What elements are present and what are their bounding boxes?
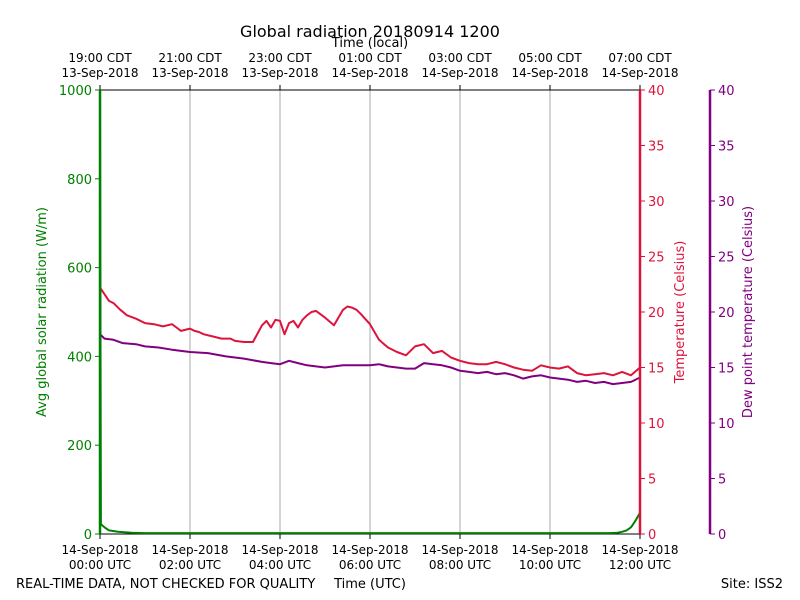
bottom-tick-time-0: 00:00 UTC — [69, 558, 131, 572]
temperature-tick-label-7: 35 — [648, 140, 665, 155]
temperature-tick-label-8: 40 — [648, 84, 665, 99]
temperature-axis-ticks: 0 5 10 15 20 25 30 35 40 — [640, 84, 665, 543]
radiation-tick-label-2: 400 — [67, 350, 92, 365]
top-tick-date-0: 13-Sep-2018 — [61, 66, 138, 80]
dewpoint-tick-label-7: 35 — [718, 140, 735, 155]
gridlines — [189, 90, 551, 534]
temperature-series-line — [99, 287, 641, 377]
bottom-tick-time-1: 02:00 UTC — [159, 558, 221, 572]
temperature-tick-label-2: 10 — [648, 417, 665, 432]
site-label: Site: ISS2 — [721, 577, 783, 592]
temperature-tick-label-6: 30 — [648, 195, 665, 210]
radiation-tick-label-5: 1000 — [59, 84, 92, 99]
dewpoint-tick-label-2: 10 — [718, 417, 735, 432]
bottom-tick-date-4: 14-Sep-2018 — [421, 543, 498, 557]
chart-title: Global radiation 20180914 1200 — [240, 22, 500, 41]
top-tick-date-5: 14-Sep-2018 — [511, 66, 588, 80]
dewpoint-tick-label-4: 20 — [718, 306, 735, 321]
dewpoint-tick-label-6: 30 — [718, 195, 735, 210]
top-tick-date-4: 14-Sep-2018 — [421, 66, 498, 80]
top-tick-date-1: 13-Sep-2018 — [151, 66, 228, 80]
radiation-tick-label-1: 200 — [67, 439, 92, 454]
bottom-tick-time-5: 10:00 UTC — [519, 558, 581, 572]
dewpoint-axis-label: Dew point temperature (Celsius) — [741, 206, 756, 418]
top-tick-date-6: 14-Sep-2018 — [601, 66, 678, 80]
radiation-axis-label: Avg global solar radiation (W/m) — [35, 207, 50, 417]
bottom-tick-date-2: 14-Sep-2018 — [241, 543, 318, 557]
radiation-tick-label-3: 600 — [67, 262, 92, 277]
x-axis-label: Time (UTC) — [333, 577, 406, 592]
dewpoint-tick-label-8: 40 — [718, 84, 735, 99]
bottom-tick-time-4: 08:00 UTC — [429, 558, 491, 572]
dewpoint-tick-label-1: 5 — [718, 473, 726, 488]
bottom-tick-time-3: 06:00 UTC — [339, 558, 401, 572]
top-tick-date-2: 13-Sep-2018 — [241, 66, 318, 80]
dewpoint-tick-label-3: 15 — [718, 362, 735, 377]
bottom-tick-date-6: 14-Sep-2018 — [601, 543, 678, 557]
temperature-tick-label-1: 5 — [648, 473, 656, 488]
top-tick-time-1: 21:00 CDT — [158, 51, 222, 65]
radiation-axis-ticks: 0 200 400 600 800 1000 — [59, 84, 100, 543]
bottom-tick-date-5: 14-Sep-2018 — [511, 543, 588, 557]
dewpoint-axis-ticks: 0 5 10 15 20 25 30 35 40 — [710, 84, 735, 543]
quality-disclaimer: REAL-TIME DATA, NOT CHECKED FOR QUALITY — [16, 577, 315, 592]
temperature-axis-label: Temperature (Celsius) — [673, 241, 688, 385]
dewpoint-tick-label-5: 25 — [718, 251, 735, 266]
top-axis-title: Time (local) — [331, 36, 408, 51]
radiation-series-line — [99, 89, 641, 535]
top-tick-time-4: 03:00 CDT — [428, 51, 492, 65]
series-layer — [99, 89, 641, 535]
bottom-tick-time-2: 04:00 UTC — [249, 558, 311, 572]
dewpoint-tick-label-0: 0 — [718, 528, 726, 543]
top-tick-time-6: 07:00 CDT — [608, 51, 672, 65]
bottom-tick-date-1: 14-Sep-2018 — [151, 543, 228, 557]
top-tick-time-2: 23:00 CDT — [248, 51, 312, 65]
bottom-tick-date-0: 14-Sep-2018 — [61, 543, 138, 557]
temperature-tick-label-4: 20 — [648, 306, 665, 321]
top-tick-time-0: 19:00 CDT — [68, 51, 132, 65]
bottom-tick-time-6: 12:00 UTC — [609, 558, 671, 572]
temperature-tick-label-3: 15 — [648, 362, 665, 377]
radiation-tick-label-0: 0 — [84, 528, 92, 543]
top-tick-time-5: 05:00 CDT — [518, 51, 582, 65]
top-tick-time-3: 01:00 CDT — [338, 51, 402, 65]
dewpoint-series-line — [99, 333, 641, 386]
radiation-tick-label-4: 800 — [67, 173, 92, 188]
bottom-tick-date-3: 14-Sep-2018 — [331, 543, 408, 557]
temperature-tick-label-0: 0 — [648, 528, 656, 543]
temperature-tick-label-5: 25 — [648, 251, 665, 266]
top-tick-date-3: 14-Sep-2018 — [331, 66, 408, 80]
